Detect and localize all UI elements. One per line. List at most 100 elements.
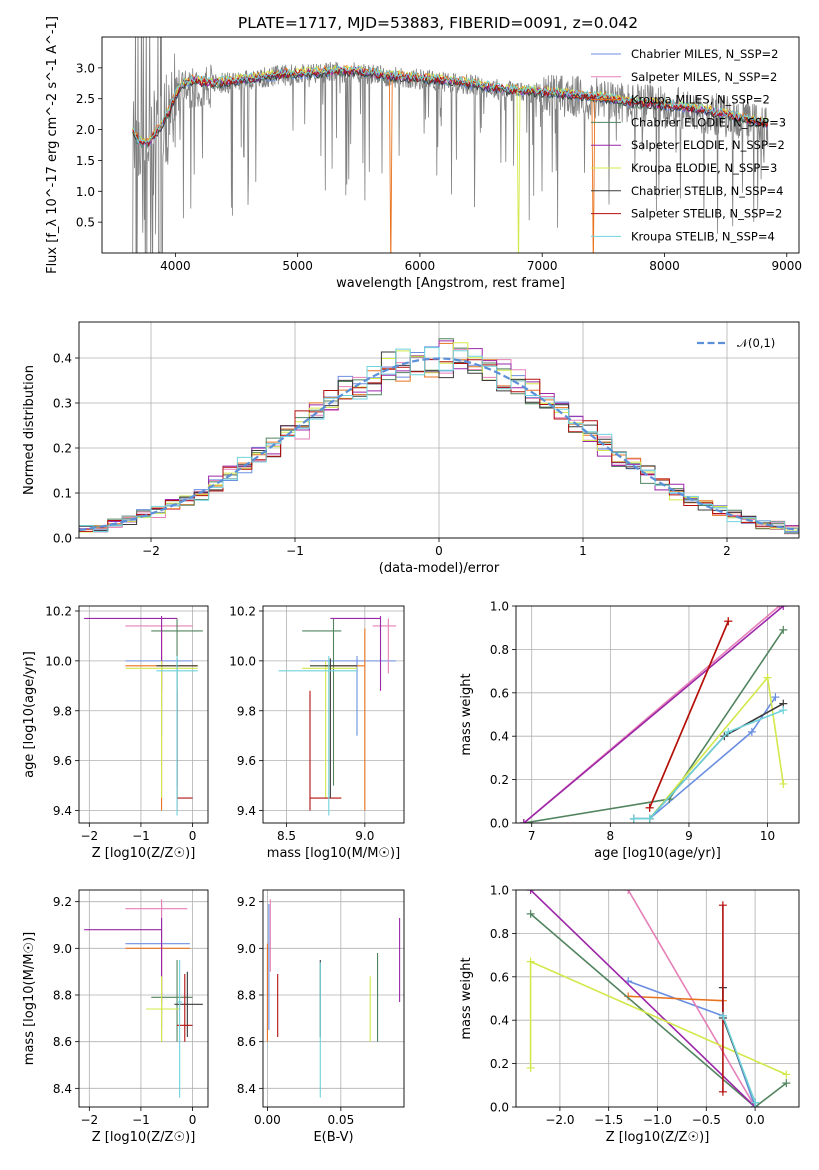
errorbar-chabrier-miles bbox=[310, 655, 397, 736]
errorbar-kroupa-stelib bbox=[278, 655, 357, 816]
legend-entry: Chabrier STELIB, N_SSP=4 bbox=[631, 184, 783, 198]
y-tick-label: 9.2 bbox=[237, 895, 256, 909]
x-axis-label: mass [log10(M/M☉)] bbox=[267, 846, 400, 861]
x-tick-label: 0 bbox=[189, 829, 197, 843]
x-tick-label: 0.0 bbox=[746, 1113, 765, 1127]
legend-entry: Salpeter ELODIE, N_SSP=2 bbox=[631, 138, 785, 152]
normal-curve bbox=[79, 357, 799, 532]
panels: 4000 5000 6000 7000 8000 90000.51.01.52.02.53… bbox=[22, 16, 802, 1145]
panel-mass_vs_Z: −2 −1 0 8.4 8.6 8.8 9.0 9.2 Z [log10(Z/Z☉)] mass … bbox=[22, 889, 209, 1145]
x-tick-label: −2.0 bbox=[545, 1113, 574, 1127]
model-line-salpeter-elodie bbox=[132, 65, 769, 145]
y-tick-label: 2.0 bbox=[76, 123, 95, 137]
x-axis-label: wavelength [Angstrom, rest frame] bbox=[336, 276, 565, 291]
plot-area bbox=[526, 890, 791, 1107]
model-line-salpeter-stelib bbox=[132, 67, 769, 147]
errorbar-chabrier-miles bbox=[125, 904, 190, 1030]
y-tick-label: 0.8 bbox=[490, 927, 509, 941]
series-marker bbox=[779, 606, 788, 610]
x-tick-label: 10 bbox=[760, 829, 775, 843]
x-axis-label: Z [log10(Z/Z☉)] bbox=[606, 1130, 710, 1145]
legend-entry: Kroupa ELODIE, N_SSP=3 bbox=[631, 161, 777, 175]
x-axis-label: Z [log10(Z/Z☉)] bbox=[92, 846, 196, 861]
y-tick-label: 0.4 bbox=[53, 352, 72, 366]
plot-area bbox=[84, 899, 203, 1098]
series-salpeter-elodie bbox=[530, 890, 756, 1107]
errorbar-salpeter-elodie bbox=[84, 918, 163, 1002]
y-axis-label: mass [log10(M/M☉)] bbox=[22, 932, 37, 1065]
model-line-kroupa-stelib bbox=[132, 65, 769, 145]
y-tick-label: 8.6 bbox=[237, 1035, 256, 1049]
errorbar-salpeter-miles bbox=[125, 618, 193, 674]
y-tick-label: 9.0 bbox=[237, 942, 256, 956]
errorbar-kroupa-stelib bbox=[156, 655, 198, 816]
y-tick-label: 9.8 bbox=[53, 704, 72, 718]
series-marker bbox=[779, 706, 788, 715]
axes-frame bbox=[515, 889, 800, 1108]
x-tick-label: 5000 bbox=[282, 259, 313, 273]
series-marker bbox=[645, 814, 654, 823]
y-tick-label: 8.8 bbox=[53, 989, 72, 1003]
series-marker bbox=[779, 625, 788, 634]
errorbar-kroupa-miles bbox=[125, 943, 190, 1042]
y-tick-label: 0.5 bbox=[76, 216, 95, 230]
series-marker bbox=[751, 1103, 760, 1107]
series-marker bbox=[526, 957, 535, 966]
legend: 𝒩(0,1) bbox=[697, 336, 775, 350]
series-chabrier-elodie bbox=[530, 913, 787, 1107]
errorbar-kroupa-miles bbox=[325, 628, 366, 811]
errorbar-chabrier-stelib bbox=[310, 658, 357, 799]
errorbar-salpeter-miles bbox=[125, 899, 188, 972]
y-tick-label: 0.2 bbox=[490, 773, 509, 787]
errorbar-chabrier-elodie bbox=[151, 960, 193, 1042]
errorbar-salpeter-stelib bbox=[176, 690, 193, 811]
y-tick-label: 0.6 bbox=[490, 686, 509, 700]
series-kroupa-stelib bbox=[633, 709, 784, 820]
errorbar-chabrier-elodie bbox=[302, 618, 342, 786]
y-tick-label: 9.2 bbox=[53, 895, 72, 909]
x-tick-label: 7 bbox=[528, 829, 536, 843]
y-tick-label: 9.4 bbox=[53, 804, 72, 818]
y-tick-label: 8.6 bbox=[53, 1035, 72, 1049]
x-axis-label: (data-model)/error bbox=[379, 561, 500, 576]
x-tick-label: −1 bbox=[132, 1113, 150, 1127]
x-tick-label: 8.5 bbox=[277, 829, 296, 843]
errorbar-salpeter-elodie bbox=[84, 615, 178, 691]
panel-mass_weight_vs_Z: −2.0 −1.5 −1.0 −0.5 0.0 0.0 0.2 0.4 0.6 0.8 1.0 Z [… bbox=[459, 884, 800, 1145]
series-marker bbox=[629, 814, 638, 823]
series-marker bbox=[771, 693, 780, 702]
panel-mass_weight_vs_age: 7 8 9 10 0.0 0.2 0.4 0.6 0.8 1.0 age [log10(age/yr… bbox=[459, 600, 800, 861]
plot-area bbox=[79, 338, 799, 535]
series-chabrier-elodie bbox=[523, 629, 784, 823]
errorbar-salpeter-stelib bbox=[309, 690, 342, 811]
y-tick-label: 0.0 bbox=[490, 1101, 509, 1115]
x-tick-label: 7000 bbox=[527, 259, 558, 273]
y-tick-label: 8.8 bbox=[237, 989, 256, 1003]
x-tick-label: 0.00 bbox=[254, 1113, 281, 1127]
y-axis-label: mass weight bbox=[459, 957, 474, 1039]
series-marker bbox=[519, 819, 528, 823]
axes-frame bbox=[101, 36, 800, 254]
x-tick-label: 0 bbox=[189, 1113, 197, 1127]
series-kroupa-miles bbox=[628, 995, 723, 1002]
axes-frame bbox=[262, 889, 405, 1108]
errorbar-kroupa-elodie bbox=[302, 660, 357, 799]
y-tick-label: 10.0 bbox=[229, 654, 256, 668]
y-tick-label: 3.0 bbox=[76, 61, 95, 75]
x-tick-label: −2 bbox=[80, 1113, 98, 1127]
plot-area bbox=[132, 37, 769, 253]
y-tick-label: 1.0 bbox=[76, 185, 95, 199]
x-tick-label: −1.0 bbox=[643, 1113, 672, 1127]
series-kroupa-elodie bbox=[529, 960, 787, 1076]
legend-entry: Kroupa MILES, N_SSP=2 bbox=[631, 93, 770, 107]
x-axis-label: Z [log10(Z/Z☉)] bbox=[92, 1130, 196, 1145]
series-marker bbox=[526, 909, 535, 918]
y-tick-label: 9.0 bbox=[53, 942, 72, 956]
x-tick-label: 0 bbox=[435, 544, 443, 558]
y-tick-label: 9.4 bbox=[237, 804, 256, 818]
x-tick-label: 9000 bbox=[771, 259, 802, 273]
y-tick-label: 0.4 bbox=[490, 1014, 509, 1028]
x-tick-label: 9.0 bbox=[355, 829, 374, 843]
axes-frame bbox=[78, 605, 209, 824]
